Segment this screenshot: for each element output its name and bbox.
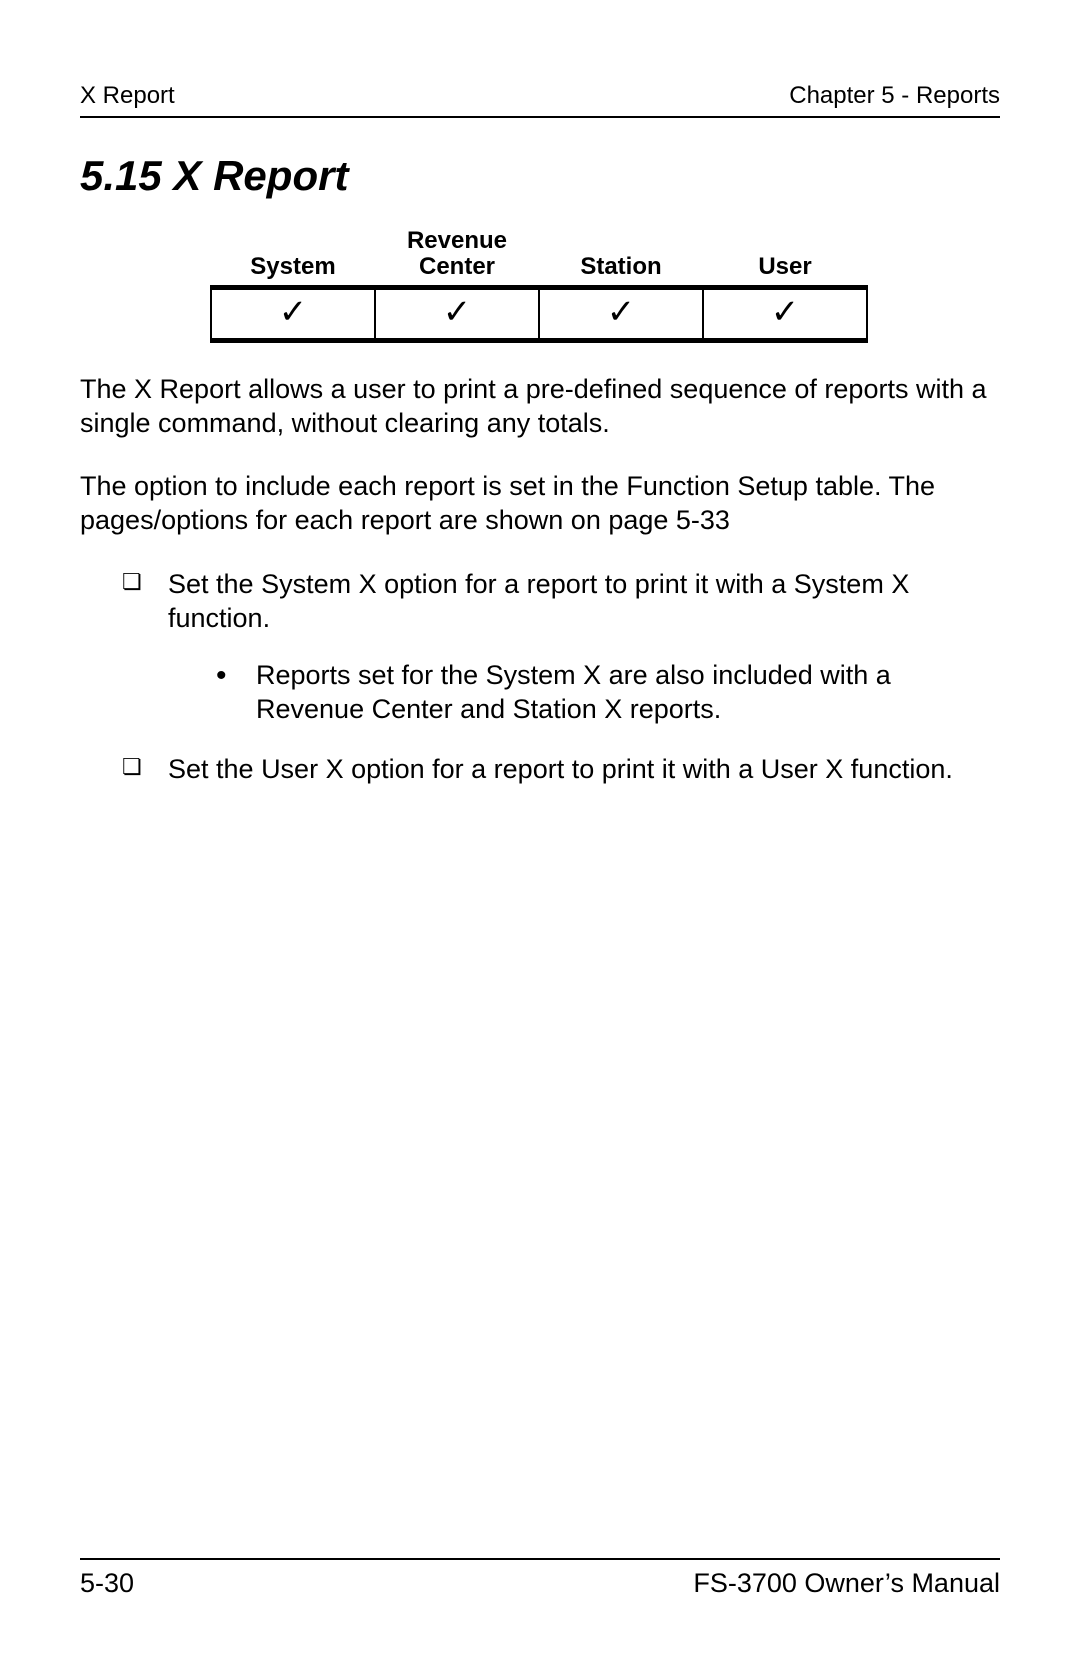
paragraph: The X Report allows a user to print a pr… <box>80 373 1000 441</box>
table-check-row: ✓ ✓ ✓ ✓ <box>211 287 867 340</box>
paragraph: The option to include each report is set… <box>80 470 1000 538</box>
col-header-bottom: System <box>250 253 335 280</box>
footer-right: FS-3700 Owner’s Manual <box>693 1568 1000 1599</box>
col-header-user: User <box>703 228 867 287</box>
section-title: 5.15 X Report <box>80 152 1000 200</box>
availability-table-wrap: System Revenue Center Station User ✓ ✓ <box>210 228 1000 343</box>
header-right: Chapter 5 - Reports <box>789 82 1000 110</box>
bullet-list: Set the System X option for a report to … <box>80 568 1000 787</box>
col-header-bottom: Center <box>419 253 495 280</box>
col-header-bottom: Station <box>580 253 661 280</box>
sub-list-item-text: Reports set for the System X are also in… <box>256 660 891 724</box>
check-cell-user: ✓ <box>703 287 867 340</box>
col-header-top: Revenue <box>407 227 507 254</box>
manual-page: X Report Chapter 5 - Reports 5.15 X Repo… <box>0 0 1080 1669</box>
list-item-text: Set the System X option for a report to … <box>168 569 909 633</box>
col-header-revenue-center: Revenue Center <box>375 228 539 287</box>
table-header-row: System Revenue Center Station User <box>211 228 867 287</box>
sub-bullet-list: Reports set for the System X are also in… <box>168 659 1000 727</box>
check-cell-system: ✓ <box>211 287 375 340</box>
header-left: X Report <box>80 82 175 110</box>
col-header-system: System <box>211 228 375 287</box>
page-header: X Report Chapter 5 - Reports <box>80 82 1000 118</box>
check-cell-station: ✓ <box>539 287 703 340</box>
footer-left: 5-30 <box>80 1568 134 1599</box>
page-footer: 5-30 FS-3700 Owner’s Manual <box>80 1558 1000 1599</box>
list-item: Set the System X option for a report to … <box>122 568 1000 727</box>
sub-list-item: Reports set for the System X are also in… <box>216 659 1000 727</box>
list-item: Set the User X option for a report to pr… <box>122 753 1000 787</box>
col-header-station: Station <box>539 228 703 287</box>
availability-table: System Revenue Center Station User ✓ ✓ <box>210 228 868 343</box>
col-header-bottom: User <box>758 253 811 280</box>
check-cell-revenue-center: ✓ <box>375 287 539 340</box>
list-item-text: Set the User X option for a report to pr… <box>168 754 953 784</box>
